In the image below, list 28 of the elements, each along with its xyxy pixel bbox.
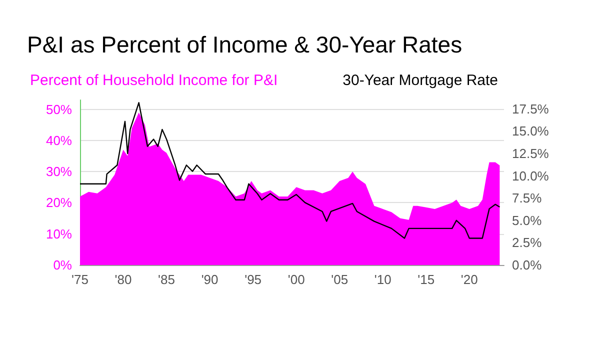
y-tick-label: 30% bbox=[46, 164, 72, 180]
y2-tick-label: 7.5% bbox=[512, 190, 542, 206]
chart-title: P&I as Percent of Income & 30-Year Rates bbox=[27, 32, 462, 58]
y2-tick-label: 17.5% bbox=[512, 101, 550, 116]
x-tick-label: '85 bbox=[158, 272, 176, 287]
y2-tick-label: 10.0% bbox=[512, 168, 550, 184]
x-tick-label: '75 bbox=[72, 272, 88, 287]
y-tick-label: 0% bbox=[53, 258, 72, 272]
x-tick-label: '05 bbox=[331, 272, 348, 287]
y-tick-label: 10% bbox=[46, 226, 72, 242]
y2-tick-label: 12.5% bbox=[512, 146, 550, 162]
y-tick-label: 20% bbox=[46, 195, 72, 210]
y2-tick-label: 15.0% bbox=[512, 124, 550, 139]
y2-tick-label: 2.5% bbox=[512, 235, 542, 250]
y2-tick-label: 5.0% bbox=[512, 212, 542, 228]
text: Percent of Household Income for P&I bbox=[30, 72, 278, 89]
x-tick-label: '90 bbox=[201, 272, 218, 287]
x-tick-label: '15 bbox=[418, 272, 435, 287]
x-tick-label: '00 bbox=[288, 272, 305, 287]
y2-tick-label: 0.0% bbox=[512, 258, 542, 272]
y-tick-label: 50% bbox=[46, 102, 72, 117]
text: 30-Year Mortgage Rate bbox=[342, 72, 498, 89]
line-series bbox=[79, 102, 500, 239]
y-tick-label: 40% bbox=[46, 132, 72, 148]
x-tick-label: '95 bbox=[244, 272, 262, 287]
x-tick-label: '10 bbox=[374, 272, 392, 287]
x-tick-label: '80 bbox=[114, 272, 132, 287]
x-tick-label: '20 bbox=[460, 272, 478, 287]
